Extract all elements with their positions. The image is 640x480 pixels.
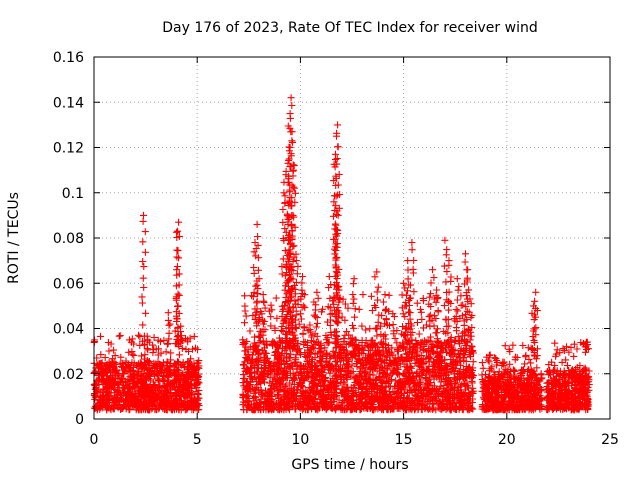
x-tick-label: 0	[90, 432, 99, 448]
x-tick-label: 25	[601, 432, 619, 448]
y-tick-label: 0.12	[53, 141, 84, 157]
x-tick-label: 15	[395, 432, 413, 448]
x-tick-label: 10	[291, 432, 309, 448]
x-axis-label: GPS time / hours	[291, 457, 408, 473]
y-tick-label: 0	[75, 412, 84, 428]
y-tick-label: 0.16	[53, 50, 84, 66]
y-tick-label: 0.06	[53, 276, 84, 292]
data-points	[90, 94, 593, 414]
scatter-markers	[90, 94, 593, 414]
y-tick-label: 0.08	[53, 231, 84, 247]
x-tick-label: 5	[193, 432, 202, 448]
y-tick-label: 0.04	[53, 322, 84, 338]
x-tick-label: 20	[498, 432, 516, 448]
axis-ticks: 0 5 10 15 20 25 0 0.02 0.04 0.06 0.08 0.1 0.12 0.14 0.…	[53, 50, 619, 448]
y-axis-label: ROTI / TECUs	[6, 192, 22, 284]
y-tick-label: 0.1	[62, 186, 84, 202]
chart-title: Day 176 of 2023, Rate Of TEC Index for r…	[162, 20, 537, 36]
gridlines	[94, 57, 610, 419]
y-tick-label: 0.14	[53, 95, 84, 111]
y-tick-label: 0.02	[53, 367, 84, 383]
